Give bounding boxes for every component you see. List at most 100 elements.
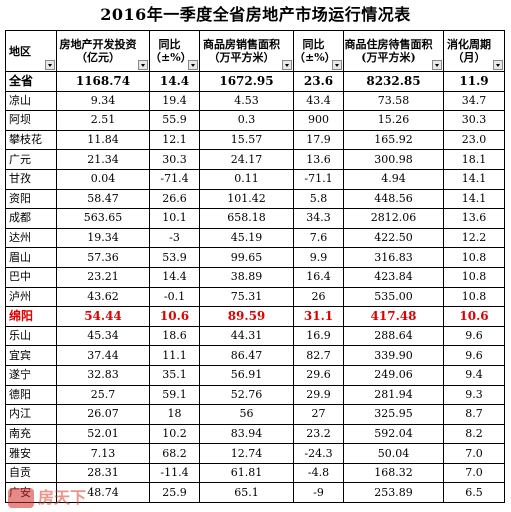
investment-cell: 21.34 — [56, 149, 150, 170]
investment-cell: 43.62 — [56, 286, 150, 308]
column-header-sales-yoy[interactable]: 同比（±%） — [293, 30, 344, 72]
digestion-period-cell: 9.4 — [443, 364, 505, 386]
investment-cell: 25.7 — [56, 384, 150, 406]
unsold-area-cell: 423.84 — [343, 266, 444, 288]
filter-dropdown-icon[interactable] — [432, 60, 442, 70]
table-row: 遂宁 32.83 35.1 56.91 29.6 249.06 9.4 — [5, 364, 505, 386]
investment-cell: 54.44 — [56, 306, 150, 327]
table-row: 攀枝花 11.84 12.1 15.57 17.9 165.92 23.0 — [5, 129, 505, 151]
table-row: 甘孜 0.04 -71.4 0.11 -71.1 4.94 14.1 — [5, 168, 505, 190]
region-cell: 雅安 — [5, 443, 57, 464]
investment-yoy-cell: 14.4 — [149, 71, 200, 92]
sales-yoy-cell: 5.8 — [293, 188, 344, 210]
sales-area-cell: 99.65 — [199, 247, 294, 268]
region-cell: 资阳 — [5, 188, 57, 210]
sales-yoy-cell: 9.9 — [293, 247, 344, 268]
table-row: 广元 21.34 30.3 24.17 13.6 300.98 18.1 — [5, 149, 505, 170]
digestion-period-cell: 9.3 — [443, 384, 505, 406]
investment-cell: 1168.74 — [56, 71, 150, 92]
digestion-period-cell: 14.1 — [443, 188, 505, 210]
investment-cell: 7.13 — [56, 443, 150, 464]
filter-dropdown-icon[interactable] — [188, 60, 198, 70]
sales-yoy-cell: 23.6 — [293, 71, 344, 92]
table-row: 内江 26.07 18 56 27 325.95 8.7 — [5, 404, 505, 425]
sales-area-cell: 4.53 — [199, 90, 294, 112]
unsold-area-cell: 4.94 — [343, 168, 444, 190]
region-cell: 内江 — [5, 404, 57, 425]
sales-yoy-cell: -71.1 — [293, 168, 344, 190]
sales-area-cell: 65.1 — [199, 482, 294, 504]
digestion-period-cell: 23.0 — [443, 129, 505, 151]
investment-yoy-cell: 14.4 — [149, 266, 200, 288]
digestion-period-cell: 6.5 — [443, 482, 505, 504]
digestion-period-cell: 9.6 — [443, 345, 505, 366]
region-cell: 广元 — [5, 149, 57, 170]
unsold-area-cell: 281.94 — [343, 384, 444, 406]
investment-cell: 32.83 — [56, 364, 150, 386]
digestion-period-cell: 7.0 — [443, 462, 505, 484]
column-header-sales-area[interactable]: 商品房销售面积（万平方米） — [199, 30, 294, 72]
filter-dropdown-icon[interactable] — [282, 60, 292, 70]
unsold-area-cell: 168.32 — [343, 462, 444, 484]
investment-cell: 52.01 — [56, 423, 150, 445]
investment-yoy-cell: 18 — [149, 404, 200, 425]
sales-area-cell: 56 — [199, 404, 294, 425]
sales-area-cell: 15.57 — [199, 129, 294, 151]
sales-area-cell: 56.91 — [199, 364, 294, 386]
investment-yoy-cell: 59.1 — [149, 384, 200, 406]
investment-yoy-cell: 18.6 — [149, 325, 200, 347]
unsold-area-cell: 592.04 — [343, 423, 444, 445]
column-header-region[interactable]: 地区 — [5, 30, 57, 72]
region-cell: 宜宾 — [5, 345, 57, 366]
unsold-area-cell: 15.26 — [343, 110, 444, 131]
table-row: 绵阳 54.44 10.6 89.59 31.1 417.48 10.6 — [5, 306, 505, 327]
table-row: 全省 1168.74 14.4 1672.95 23.6 8232.85 11.9 — [5, 71, 505, 92]
table-row: 成都 563.65 10.1 658.18 34.3 2812.06 13.6 — [5, 208, 505, 229]
digestion-period-cell: 8.2 — [443, 423, 505, 445]
investment-cell: 26.07 — [56, 404, 150, 425]
investment-yoy-cell: 11.1 — [149, 345, 200, 366]
sales-yoy-cell: 16.9 — [293, 325, 344, 347]
digestion-period-cell: 11.9 — [443, 71, 505, 92]
sales-yoy-cell: 17.9 — [293, 129, 344, 151]
sales-area-cell: 52.76 — [199, 384, 294, 406]
data-table: 地区 房地产开发投资（亿元） 同比（±%） 商品房销售面积（万平方米） 同比（±… — [5, 30, 505, 504]
digestion-period-cell: 7.0 — [443, 443, 505, 464]
sales-area-cell: 83.94 — [199, 423, 294, 445]
investment-yoy-cell: 12.1 — [149, 129, 200, 151]
sales-area-cell: 12.74 — [199, 443, 294, 464]
investment-cell: 23.21 — [56, 266, 150, 288]
digestion-period-cell: 10.8 — [443, 286, 505, 308]
region-cell: 德阳 — [5, 384, 57, 406]
investment-cell: 28.31 — [56, 462, 150, 484]
table-row: 资阳 58.47 26.6 101.42 5.8 448.56 14.1 — [5, 188, 505, 210]
table-row: 雅安 7.13 68.2 12.74 -24.3 50.04 7.0 — [5, 443, 505, 464]
filter-dropdown-icon[interactable] — [138, 60, 148, 70]
column-header-digestion-period[interactable]: 消化周期（月） — [443, 30, 505, 72]
investment-yoy-cell: 10.2 — [149, 423, 200, 445]
unsold-area-cell: 339.90 — [343, 345, 444, 366]
filter-dropdown-icon[interactable] — [332, 60, 342, 70]
region-cell: 凉山 — [5, 90, 57, 112]
investment-yoy-cell: 19.4 — [149, 90, 200, 112]
filter-dropdown-icon[interactable] — [45, 60, 55, 70]
region-cell: 全省 — [5, 71, 57, 92]
table-row: 泸州 43.62 -0.1 75.31 26 535.00 10.8 — [5, 286, 505, 308]
unsold-area-cell: 50.04 — [343, 443, 444, 464]
investment-yoy-cell: -11.4 — [149, 462, 200, 484]
table-row: 巴中 23.21 14.4 38.89 16.4 423.84 10.8 — [5, 266, 505, 288]
filter-dropdown-icon[interactable] — [493, 60, 503, 70]
column-header-investment[interactable]: 房地产开发投资（亿元） — [56, 30, 150, 72]
sales-yoy-cell: -24.3 — [293, 443, 344, 464]
region-cell: 达州 — [5, 227, 57, 249]
unsold-area-cell: 288.64 — [343, 325, 444, 347]
column-header-investment-yoy[interactable]: 同比（±%） — [149, 30, 200, 72]
investment-yoy-cell: 68.2 — [149, 443, 200, 464]
digestion-period-cell: 9.6 — [443, 325, 505, 347]
table-row: 阿坝 2.51 55.9 0.3 900 15.26 30.3 — [5, 110, 505, 131]
digestion-period-cell: 10.8 — [443, 266, 505, 288]
sales-area-cell: 44.31 — [199, 325, 294, 347]
column-header-unsold-area[interactable]: 商品住房待售面积(万平方米) — [343, 30, 444, 72]
sales-yoy-cell: 27 — [293, 404, 344, 425]
table-row: 广安 48.74 25.9 65.1 -9 253.89 6.5 — [5, 482, 505, 504]
